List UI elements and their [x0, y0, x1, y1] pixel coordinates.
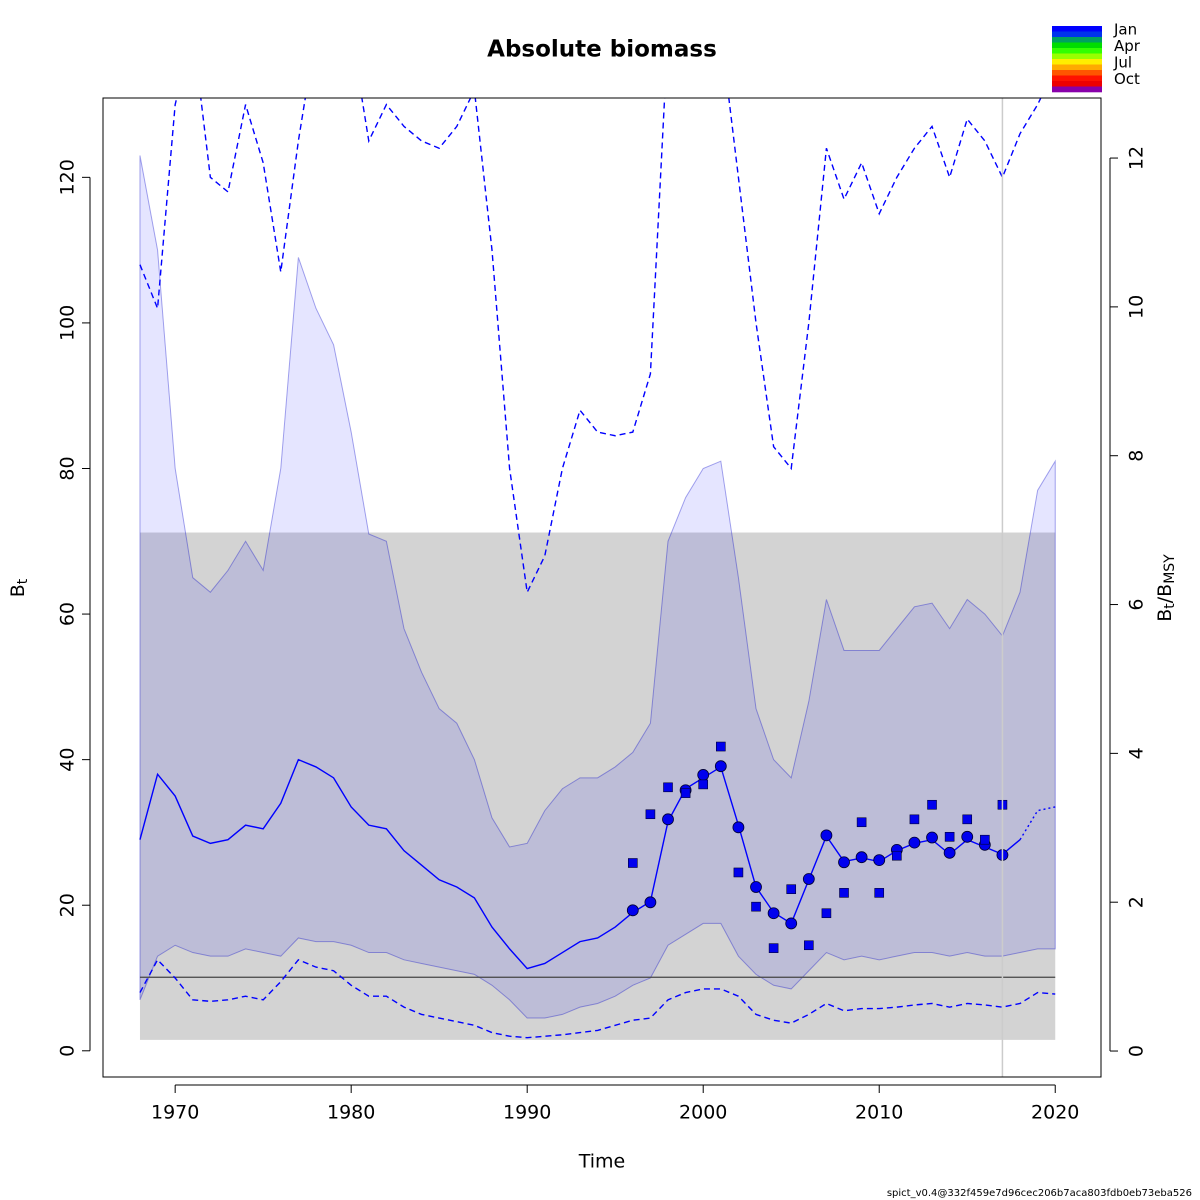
- y-tick-label: 40: [57, 748, 79, 772]
- x-tick-label: 1980: [327, 1102, 375, 1124]
- season-swatch: [1052, 26, 1102, 32]
- index-point: [908, 836, 921, 849]
- y-tick-label: 80: [57, 456, 79, 480]
- season-swatch: [1052, 31, 1102, 38]
- index-point: [751, 901, 761, 912]
- y-axis-label-part: B: [7, 584, 29, 597]
- index-point: [804, 940, 814, 951]
- index-point: [767, 907, 780, 920]
- y2-tick-label: 8: [1126, 450, 1148, 462]
- index-point: [874, 888, 885, 898]
- season-label: Apr: [1114, 37, 1141, 55]
- index-point: [980, 834, 990, 845]
- index-point: [943, 846, 956, 859]
- x-tick-label: 1990: [503, 1102, 551, 1124]
- series-line: [139, 98, 1042, 595]
- bmsy-band: [139, 532, 1056, 1040]
- y2-axis-label-part: MSY: [1162, 554, 1178, 584]
- index-point: [732, 821, 745, 834]
- series-line: [139, 958, 1056, 1039]
- ci-band: [139, 155, 1056, 1019]
- index-point: [644, 896, 657, 909]
- season-swatch: [1052, 70, 1102, 76]
- y2-axis-label: Bt/BMSY: [1154, 554, 1179, 622]
- season-swatch: [1052, 42, 1102, 49]
- index-point: [663, 782, 673, 793]
- index-point: [892, 850, 902, 861]
- y2-tick-label: 4: [1126, 747, 1148, 759]
- plot-frame: [102, 97, 1102, 1078]
- x-tick-label: 1970: [151, 1102, 199, 1124]
- season-swatch: [1052, 75, 1102, 82]
- index-point: [628, 858, 638, 868]
- index-point: [626, 904, 639, 917]
- index-point: [662, 813, 674, 826]
- y-axis-label: Bt: [7, 578, 32, 597]
- footer: spict_v0.4@332f459e7d96cec206b7aca803fdb…: [887, 1188, 1192, 1199]
- index-point: [768, 943, 779, 953]
- index-point: [821, 908, 832, 919]
- y-axis-label-part: t: [15, 578, 31, 584]
- y2-tick-label: 0: [1126, 1045, 1148, 1057]
- season-label: Jan: [1113, 21, 1137, 39]
- index-point: [698, 779, 709, 790]
- series-line: [1019, 806, 1056, 841]
- season-label: Oct: [1114, 70, 1140, 88]
- y-tick-label: 120: [57, 159, 79, 195]
- x-tick-label: 2010: [855, 1102, 903, 1124]
- index-point: [786, 884, 797, 895]
- season-label: Jul: [1113, 54, 1132, 72]
- x-axis-label: Time: [578, 1151, 626, 1173]
- y-tick-label: 20: [57, 893, 79, 917]
- y2-axis-label-part: t: [1162, 603, 1178, 609]
- index-point: [680, 788, 691, 798]
- y2-tick-label: 2: [1126, 896, 1148, 908]
- y2-tick-label: 6: [1126, 598, 1148, 610]
- index-point: [909, 814, 920, 825]
- index-point: [855, 851, 868, 864]
- x-tick-label: 2000: [679, 1102, 727, 1124]
- index-point: [716, 741, 726, 752]
- index-point: [838, 856, 850, 869]
- y2-tick-label: 10: [1126, 295, 1148, 319]
- chart-title: Absolute biomass: [487, 37, 717, 63]
- x-tick-label: 2020: [1031, 1102, 1079, 1124]
- index-point: [645, 809, 656, 820]
- index-point: [802, 873, 815, 885]
- season-swatch: [1052, 59, 1102, 65]
- season-swatch: [1052, 53, 1102, 60]
- season-swatch: [1052, 64, 1102, 71]
- index-point: [785, 917, 798, 930]
- season-swatch: [1052, 37, 1102, 43]
- y-tick-label: 60: [57, 602, 79, 626]
- index-point: [839, 888, 849, 898]
- index-point: [856, 817, 867, 828]
- index-point: [820, 829, 833, 842]
- y2-axis-label-part: /B: [1154, 584, 1176, 603]
- season-swatch: [1052, 48, 1102, 54]
- index-point: [927, 799, 937, 810]
- index-point: [733, 867, 744, 878]
- index-point: [962, 814, 973, 825]
- index-point: [873, 854, 886, 866]
- y2-tick-label: 12: [1126, 146, 1148, 170]
- index-point: [926, 831, 938, 844]
- season-swatch: [1052, 81, 1102, 87]
- index-point: [750, 881, 762, 893]
- index-point: [714, 760, 727, 773]
- index-point: [697, 769, 710, 781]
- y2-axis-label-part: B: [1154, 609, 1176, 622]
- y-tick-label: 0: [57, 1045, 79, 1057]
- y-tick-label: 100: [57, 305, 79, 341]
- plot-area: [139, 98, 1056, 1077]
- index-point: [944, 831, 955, 842]
- season-swatch: [1052, 86, 1102, 93]
- index-point: [961, 830, 974, 843]
